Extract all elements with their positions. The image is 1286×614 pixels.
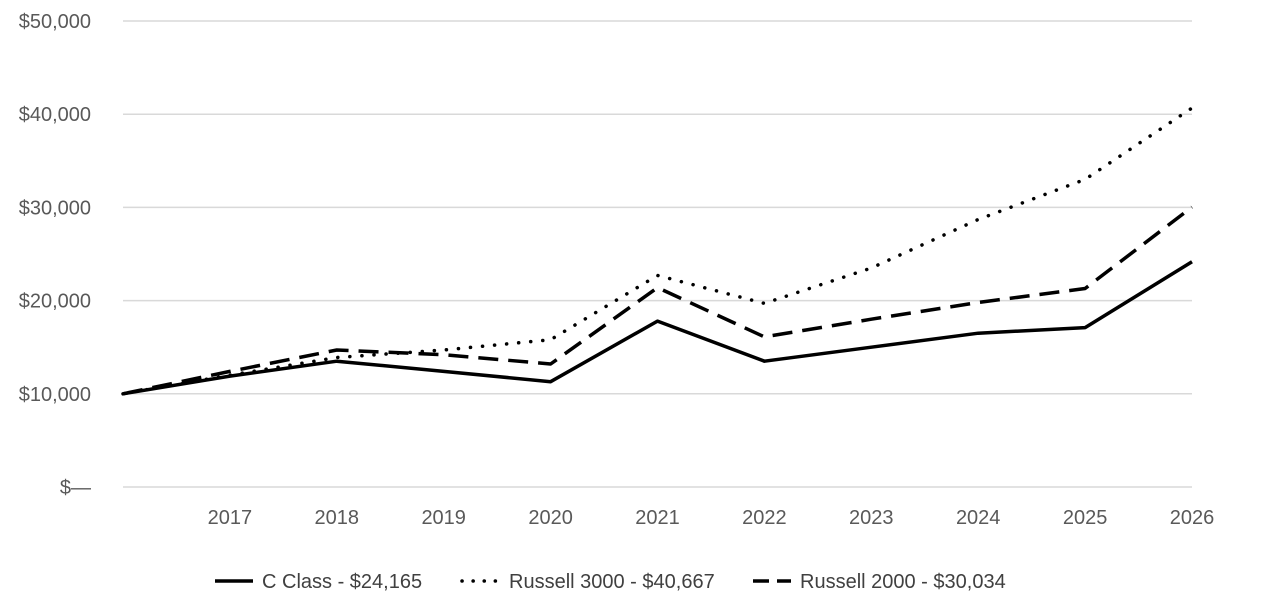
x-tick-label: 2023 [849, 507, 894, 529]
x-tick-label: 2018 [315, 507, 360, 529]
y-tick-label: $40,000 [19, 104, 91, 126]
x-tick-label: 2019 [421, 507, 466, 529]
legend: C Class - $24,165 Russell 3000 - $40,667 R… [215, 571, 1006, 593]
x-axis-labels: 2017 2018 2019 2020 2021 2022 2023 2024 2025 2026 [208, 507, 1215, 529]
legend-label-2: Russell 2000 - $30,034 [800, 571, 1006, 593]
series-line-0 [122, 260, 1193, 396]
series-line-1 [121, 106, 1194, 396]
y-axis-labels: $— $10,000 $20,000 $30,000 $40,000 $50,000 [19, 11, 91, 499]
x-tick-label: 2024 [956, 507, 1001, 529]
y-tick-label: $50,000 [19, 11, 91, 33]
x-tick-label: 2020 [528, 507, 573, 529]
y-tick-label: $30,000 [19, 197, 91, 219]
x-tick-label: 2026 [1170, 507, 1215, 529]
legend-label-0: C Class - $24,165 [262, 571, 422, 593]
x-tick-label: 2021 [635, 507, 680, 529]
x-tick-label: 2022 [742, 507, 787, 529]
series-lines [121, 106, 1194, 396]
y-tick-label: $— [60, 477, 91, 499]
y-tick-label: $20,000 [19, 291, 91, 313]
x-tick-label: 2025 [1063, 507, 1108, 529]
grid-lines [123, 20, 1192, 488]
y-tick-label: $10,000 [19, 384, 91, 406]
series-line-2 [122, 205, 1194, 396]
legend-label-1: Russell 3000 - $40,667 [509, 571, 715, 593]
x-tick-label: 2017 [208, 507, 253, 529]
